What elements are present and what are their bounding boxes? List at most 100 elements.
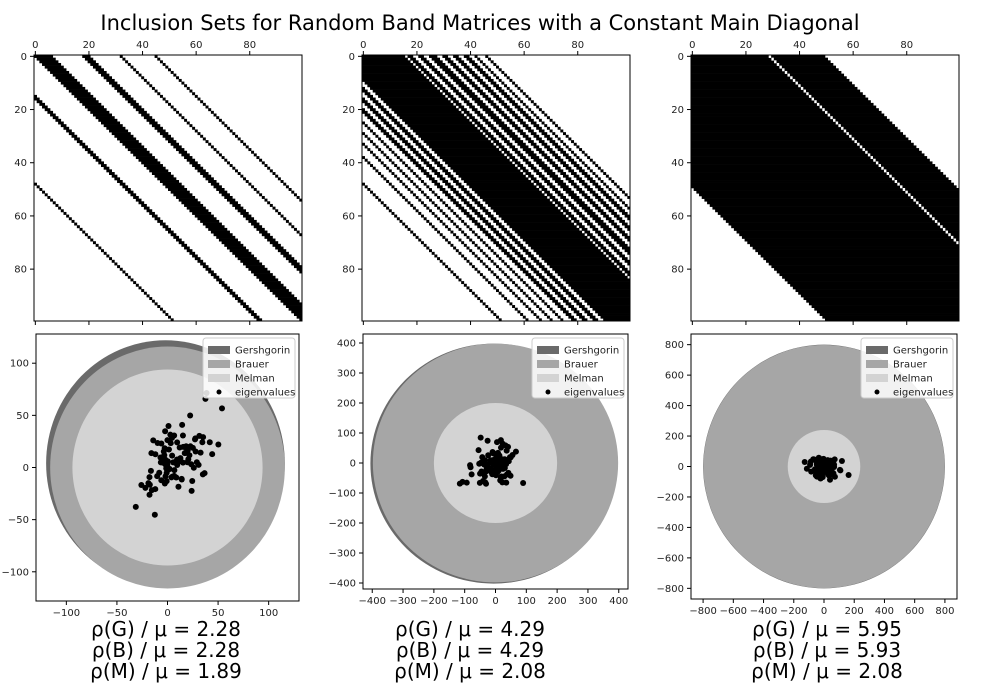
pattern-row-segment	[525, 105, 529, 109]
pattern-row-segment	[367, 126, 371, 130]
pattern-row-segment	[498, 318, 502, 322]
pattern-gap-cell	[851, 137, 855, 141]
pattern-row-segment	[482, 129, 489, 133]
eigenvalue-point	[146, 481, 153, 488]
pattern-row-segment	[447, 60, 454, 64]
pattern-row-segment	[552, 132, 556, 136]
pattern-row-segment	[576, 166, 583, 170]
pattern-row-segment	[533, 180, 540, 183]
pattern-row-segment	[522, 249, 529, 253]
pattern-row-segment	[218, 188, 225, 191]
pattern-row-segment	[259, 318, 263, 322]
pattern-row-segment	[235, 134, 238, 138]
pattern-row-segment	[691, 84, 855, 88]
pattern-row-segment	[455, 193, 462, 197]
pattern-row-segment	[149, 297, 153, 301]
pattern-row-segment	[92, 62, 99, 66]
pattern-row-segment	[277, 297, 297, 301]
pattern-row-segment	[235, 203, 241, 207]
pattern-row-segment	[611, 246, 617, 250]
pattern-row-segment	[119, 180, 123, 183]
pattern-row-segment	[458, 278, 462, 282]
pattern-row-segment	[429, 166, 435, 170]
pattern-row-segment	[213, 148, 217, 152]
pattern-row-segment	[259, 193, 263, 197]
pattern-row-segment	[691, 145, 917, 149]
pattern-row-segment	[624, 249, 631, 253]
pattern-row-segment	[437, 174, 443, 178]
pattern-row-segment	[399, 219, 403, 223]
pattern-row-segment	[181, 241, 185, 245]
pattern-row-segment	[170, 318, 174, 322]
pattern-row-segment	[536, 273, 542, 277]
ytick-label: 200	[665, 432, 684, 443]
pattern-row-segment	[370, 108, 376, 112]
pattern-row-segment	[557, 182, 566, 186]
pattern-row-segment	[221, 190, 228, 194]
pattern-row-segment	[184, 243, 188, 247]
pattern-row-segment	[165, 185, 185, 189]
pattern-row-segment	[248, 310, 252, 314]
pattern-row-segment	[528, 118, 534, 122]
pattern-row-segment	[130, 150, 150, 154]
pattern-row-segment	[541, 257, 609, 261]
pattern-row-segment	[576, 302, 583, 306]
pattern-row-segment	[579, 169, 585, 173]
pattern-row-segment	[447, 206, 451, 210]
pattern-row-segment	[202, 262, 206, 266]
pattern-row-segment	[530, 142, 537, 146]
pattern-row-segment	[173, 108, 177, 112]
pattern-row-segment	[474, 65, 481, 69]
pattern-row-segment	[552, 121, 556, 125]
pattern-row-segment	[133, 281, 137, 285]
pattern-row-segment	[388, 137, 395, 141]
pattern-row-segment	[557, 315, 561, 319]
pattern-row-segment	[133, 68, 137, 72]
pattern-row-segment	[514, 116, 521, 120]
pattern-row-segment	[407, 145, 414, 149]
pattern-row-segment	[245, 145, 249, 149]
pattern-gap-cell	[833, 118, 836, 122]
pattern-row-segment	[127, 190, 131, 194]
eigenvalue-point	[161, 456, 168, 463]
pattern-row-segment	[437, 257, 441, 261]
pattern-row-segment	[466, 78, 473, 82]
pattern-row-segment	[691, 65, 837, 69]
pattern-row-segment	[84, 233, 88, 237]
pattern-row-segment	[597, 233, 604, 237]
pattern-row-segment	[691, 161, 933, 165]
pattern-row-segment	[509, 257, 516, 261]
pattern-row-segment	[784, 278, 960, 282]
pattern-row-segment	[487, 113, 497, 117]
pattern-row-segment	[514, 262, 521, 266]
pattern-row-segment	[530, 132, 537, 136]
pattern-row-segment	[197, 217, 217, 221]
pattern-row-segment	[63, 126, 67, 130]
pattern-row-segment	[386, 102, 454, 106]
pattern-row-segment	[386, 145, 390, 149]
pattern-row-segment	[450, 219, 454, 223]
pattern-row-segment	[181, 201, 201, 205]
pattern-row-segment	[496, 275, 499, 279]
xtick-label: 200	[548, 596, 567, 607]
pattern-row-segment	[549, 297, 556, 301]
pattern-row-segment	[256, 315, 260, 319]
pattern-row-segment	[563, 164, 569, 168]
pattern-row-segment	[461, 73, 467, 77]
pattern-row-segment	[595, 310, 631, 314]
pattern-row-segment	[512, 113, 518, 117]
pattern-row-segment	[176, 145, 182, 149]
pattern-row-segment	[496, 233, 502, 237]
pattern-row-segment	[181, 150, 188, 154]
pattern-row-segment	[407, 134, 414, 138]
pattern-row-segment	[544, 291, 550, 295]
pattern-row-segment	[445, 172, 451, 175]
pattern-gap-cell	[771, 57, 774, 61]
pattern-row-segment	[509, 110, 516, 114]
pattern-row-segment	[391, 140, 398, 144]
pattern-row-segment	[514, 294, 518, 298]
legend-label: Melman	[893, 374, 933, 385]
pattern-row-segment	[176, 238, 180, 242]
pattern-row-segment	[536, 172, 542, 175]
pattern-row-segment	[125, 185, 129, 189]
